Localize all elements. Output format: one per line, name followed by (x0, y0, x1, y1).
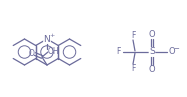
Text: F: F (131, 64, 135, 73)
Text: F: F (131, 31, 135, 40)
Text: +: + (49, 33, 54, 38)
Text: O: O (149, 65, 155, 74)
Text: OH: OH (48, 46, 59, 55)
Text: O: O (169, 48, 175, 56)
Text: F: F (116, 48, 120, 56)
Text: −: − (173, 46, 179, 52)
Text: S: S (149, 48, 155, 56)
Text: O: O (29, 48, 34, 58)
Text: N: N (44, 35, 50, 43)
Text: O: O (149, 30, 155, 39)
